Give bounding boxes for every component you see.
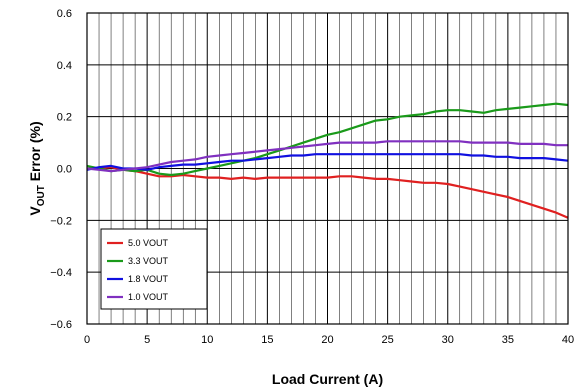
- y-tick-label: −0.4: [50, 267, 72, 279]
- y-tick-label: 0.6: [57, 8, 72, 20]
- x-tick-label: 35: [502, 334, 514, 346]
- legend-label-1: 3.3 VOUT: [128, 256, 169, 266]
- x-axis-label: Load Current (A): [272, 371, 383, 387]
- x-tick-label: 5: [144, 334, 150, 346]
- x-tick-label: 25: [382, 334, 394, 346]
- series-line-1: [86, 102, 569, 177]
- legend-label-2: 1.8 VOUT: [128, 274, 169, 284]
- legend: 5.0 VOUT 3.3 VOUT 1.8 VOUT 1.0 VOUT: [100, 228, 208, 310]
- y-tick-label: 0.2: [57, 112, 72, 124]
- series-line-2: [86, 153, 569, 171]
- series-line-3: [86, 140, 568, 173]
- legend-label-3: 1.0 VOUT: [128, 292, 169, 302]
- y-tick-label: 0.4: [57, 60, 72, 72]
- legend-label-0: 5.0 VOUT: [128, 238, 169, 248]
- y-tick-label: 0.0: [57, 164, 72, 176]
- series-layer: [86, 102, 569, 219]
- x-tick-labels: 0 5 10 15 20 25 30 35 40: [84, 334, 574, 346]
- plot-frame: [86, 12, 569, 325]
- y-axis-label: VOUT Error (%): [27, 121, 47, 215]
- y-axis-label-rest: Error (%): [27, 121, 43, 185]
- y-tick-label: −0.6: [50, 319, 72, 331]
- x-tick-label: 15: [261, 334, 273, 346]
- x-tick-label: 30: [442, 334, 454, 346]
- y-tick-label: −0.2: [50, 215, 72, 227]
- x-tick-label: 40: [562, 334, 574, 346]
- x-tick-label: 20: [321, 334, 333, 346]
- y-tick-labels: −0.6 −0.4 −0.2 0.0 0.2 0.4 0.6: [50, 8, 72, 331]
- x-tick-label: 10: [201, 334, 213, 346]
- y-axis-label-main: V: [27, 206, 43, 216]
- x-tick-label: 0: [84, 334, 90, 346]
- y-axis-label-subscript: OUT: [36, 185, 47, 206]
- series-line-0: [87, 166, 569, 219]
